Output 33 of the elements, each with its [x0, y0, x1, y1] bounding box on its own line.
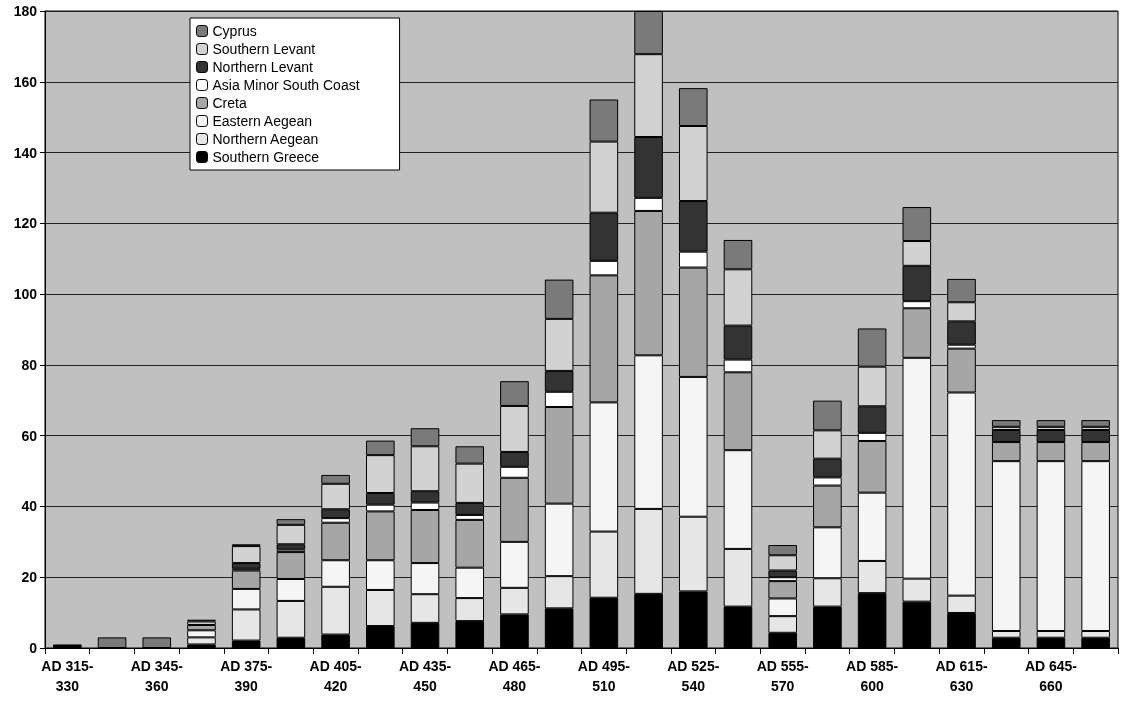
legend-label: Northern Levant	[212, 59, 313, 75]
y-tick-label: 0	[29, 640, 38, 656]
bar	[1036, 420, 1066, 427]
bar	[1081, 420, 1110, 427]
x-tick-label: AD 555-570	[756, 658, 810, 694]
x-tick-label: AD 315-330	[41, 658, 94, 694]
legend-label: Northern Aegean	[212, 131, 319, 147]
y-tick-label: 40	[21, 498, 38, 515]
legend-label: Cyprus	[212, 23, 257, 39]
legend-label: Southern Greece	[212, 149, 320, 165]
x-tick-label: AD 405-420	[309, 658, 362, 694]
legend-label: Eastern Aegean	[212, 113, 313, 129]
x-tick-label: AD 585-600	[846, 658, 899, 694]
y-tick-label: 60	[21, 427, 38, 444]
y-tick-label: 180	[13, 3, 38, 19]
legend-label: Southern Levant	[212, 41, 316, 57]
legend-label: Asia Minor South Coast	[212, 77, 360, 93]
y-tick-label: 140	[13, 144, 38, 161]
x-tick-label: AD 375-390	[220, 658, 273, 694]
y-tick-label: 160	[13, 73, 38, 90]
y-tick-label: 80	[21, 356, 38, 373]
x-tick-label: AD 435-450	[398, 658, 452, 694]
y-tick-label: 20	[21, 569, 38, 586]
x-tick-label: AD 465-480	[488, 658, 541, 694]
x-tick-label: AD 345-360	[130, 658, 184, 694]
x-tick-label: AD 495-510	[577, 658, 631, 694]
x-tick-label: AD 615-630	[935, 658, 988, 694]
x-tick-label: AD 645-660	[1024, 658, 1078, 694]
bar	[991, 420, 1021, 427]
legend-label: Creta	[212, 95, 247, 111]
y-tick-label: 120	[13, 215, 38, 232]
x-tick-label: AD 525-540	[667, 658, 720, 694]
y-tick-label: 100	[13, 286, 38, 303]
